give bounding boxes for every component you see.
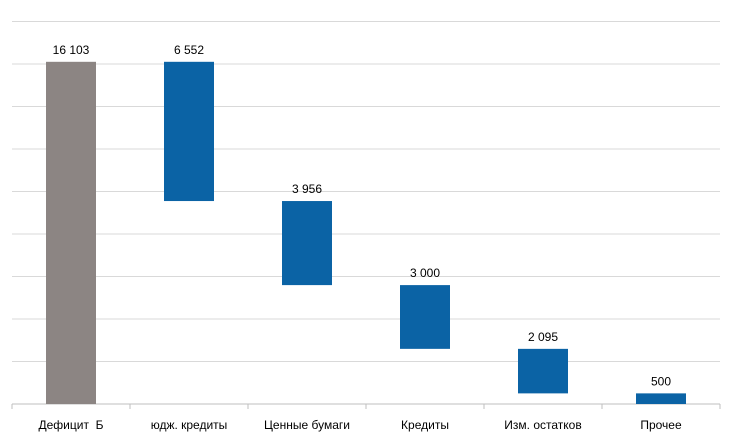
step-bar — [282, 201, 332, 286]
data-label: 3 956 — [292, 182, 322, 196]
x-tick-label: Ценные бумаги — [264, 418, 350, 432]
category-labels: Дефицит Б юдж. кредиты Ценные бумаги Кредит… — [39, 418, 682, 432]
data-label: 500 — [651, 374, 671, 388]
step-bar — [518, 348, 568, 394]
value-labels: 16 103 6 552 3 956 3 000 2 095 500 — [53, 43, 672, 389]
data-label: 3 000 — [410, 266, 440, 280]
x-tick-label: Изм. остатков — [504, 418, 581, 432]
step-bar — [164, 61, 214, 202]
total-bar — [46, 61, 96, 404]
gridlines — [11, 21, 721, 409]
data-label: 16 103 — [53, 43, 90, 57]
x-tick-label: Дефицит Б — [39, 418, 104, 432]
data-label: 6 552 — [174, 43, 204, 57]
x-tick-label: Прочее — [640, 418, 682, 432]
x-tick-label: Кредиты — [401, 418, 449, 432]
step-bar — [636, 393, 686, 404]
step-bar — [400, 285, 450, 349]
data-label: 2 095 — [528, 330, 558, 344]
bars — [46, 61, 686, 404]
x-tick-label: юдж. кредиты — [151, 418, 228, 432]
